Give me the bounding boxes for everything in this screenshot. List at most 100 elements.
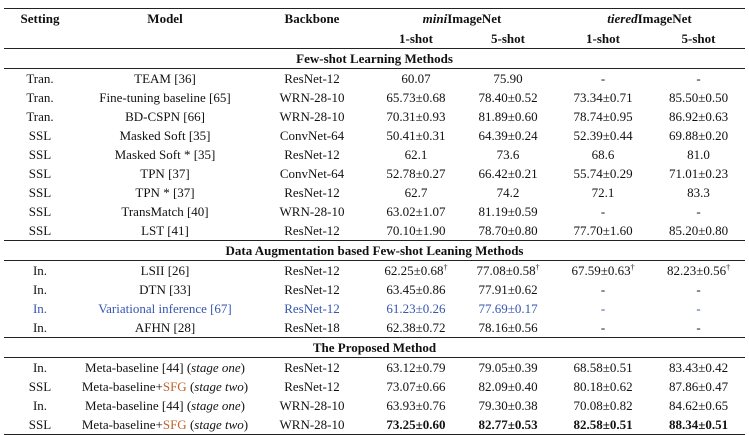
mini-1shot-cell: 70.10±1.90 — [370, 221, 462, 241]
model-text: AFHN [28] — [134, 319, 196, 335]
model-text: stage one — [191, 359, 241, 375]
section-title: The Proposed Method — [4, 337, 746, 358]
accuracy-value: - — [600, 70, 606, 86]
setting-cell: In. — [32, 397, 48, 413]
results-table: Setting Model Backbone miniImageNet tier… — [4, 8, 746, 435]
tiered-1shot-cell: 73.34±0.71 — [554, 88, 652, 107]
model-text: Masked Soft [35] — [119, 127, 211, 143]
tiered-5shot-cell: 85.20±0.80 — [652, 221, 745, 241]
setting-cell: SSL — [28, 146, 52, 162]
sfg-label: SFG — [162, 416, 187, 432]
tiered-5shot-cell: - — [652, 299, 745, 318]
model-cell: Meta-baseline [44] (stage one) — [76, 396, 254, 415]
tiered-1shot-cell: - — [554, 280, 652, 299]
accuracy-value: 73.34±0.71 — [573, 89, 633, 105]
mini-1shot-cell: 50.41±0.31 — [370, 126, 462, 145]
mini-1shot-cell: 63.02±1.07 — [370, 202, 462, 221]
accuracy-value: 63.12±0.79 — [386, 359, 446, 375]
accuracy-value: 67.59±0.63 — [571, 262, 631, 278]
table-row: In. LSII [26] ResNet-12 62.25±0.68† 77.08±0.… — [4, 260, 746, 280]
mini-1shot-cell: 52.78±0.27 — [370, 164, 462, 183]
tiered-5shot-cell: 83.43±0.42 — [652, 357, 746, 377]
accuracy-value: 81.89±0.60 — [478, 108, 538, 124]
model-cell: Fine-tuning baseline [65] — [76, 88, 254, 107]
accuracy-value: 78.40±0.52 — [478, 89, 538, 105]
tiered-1shot-cell: 78.74±0.95 — [554, 107, 652, 126]
header-setting: Setting — [4, 8, 76, 29]
setting-cell: In. — [32, 281, 48, 297]
tiered-1shot-cell: 67.59±0.63† — [554, 260, 653, 280]
accuracy-value: 73.07±0.66 — [386, 378, 446, 394]
accuracy-value: 70.10±1.90 — [386, 222, 446, 238]
accuracy-value: 77.70±1.60 — [573, 222, 633, 238]
dagger-mark: † — [630, 262, 635, 272]
tiered-5shot-cell: 69.88±0.20 — [652, 126, 745, 145]
accuracy-value: 60.07 — [401, 70, 431, 86]
accuracy-value: 63.93±0.76 — [386, 397, 446, 413]
accuracy-value: 65.73±0.68 — [386, 89, 446, 105]
header-backbone: Backbone — [254, 8, 370, 29]
accuracy-value: 81.19±0.59 — [478, 203, 538, 219]
accuracy-value: 62.7 — [404, 184, 428, 200]
setting-cell: SSL — [28, 127, 52, 143]
backbone-cell: ResNet-12 — [284, 222, 340, 238]
table-row: SSL Masked Soft [35] ConvNet-64 50.41±0.31 6… — [4, 126, 745, 145]
model-text: stage two — [194, 378, 244, 394]
model-text: DTN [33] — [139, 281, 191, 297]
dagger-mark: † — [443, 262, 448, 272]
tiered-1shot-cell: 72.1 — [554, 183, 652, 202]
tiered-suffix: ImageNet — [637, 11, 692, 26]
mini-1shot-cell: 63.12±0.79 — [370, 357, 462, 377]
accuracy-value: 81.0 — [687, 146, 710, 162]
accuracy-value: 79.30±0.38 — [478, 397, 538, 413]
backbone-cell: WRN-28-10 — [279, 89, 345, 105]
tiered-5shot-cell: 83.3 — [652, 183, 745, 202]
tiered-1shot-cell: - — [554, 202, 652, 221]
dagger-mark: † — [535, 262, 540, 272]
backbone-cell: ResNet-12 — [284, 378, 340, 394]
tiered-5shot-cell: 86.92±0.63 — [652, 107, 745, 126]
header-tiered-5shot: 5-shot — [681, 30, 716, 46]
tiered-1shot-cell: - — [554, 299, 652, 318]
mini-5shot-cell: 78.16±0.56 — [462, 318, 554, 338]
tiered-1shot-cell: - — [554, 318, 652, 338]
accuracy-value: 77.91±0.62 — [478, 281, 538, 297]
accuracy-value: - — [696, 281, 701, 297]
table-row: In. Variational inference [67] ResNet-12 61… — [4, 299, 745, 318]
accuracy-value: 71.01±0.23 — [668, 165, 729, 181]
model-text: ) — [240, 397, 245, 413]
accuracy-value: 77.08±0.58 — [476, 262, 536, 278]
header-model: Model — [76, 8, 254, 29]
accuracy-value: 68.6 — [591, 146, 615, 162]
table-row: SSL Meta-baseline+SFG (stage two) WRN-28-1… — [4, 415, 746, 435]
tiered-5shot-cell: 71.01±0.23 — [652, 164, 745, 183]
accuracy-value: 70.08±0.82 — [573, 397, 633, 413]
model-text: ) — [240, 359, 245, 375]
accuracy-value: 82.58±0.51 — [573, 416, 633, 432]
mini-5shot-cell: 78.40±0.52 — [462, 88, 554, 107]
setting-cell: In. — [4, 357, 76, 377]
mini-5shot-cell: 79.30±0.38 — [462, 396, 554, 415]
model-cell: AFHN [28] — [76, 318, 254, 338]
table-row: SSL TPN [37] ConvNet-64 52.78±0.27 66.42±0.2… — [4, 164, 745, 183]
mini-1shot-cell: 62.1 — [370, 145, 462, 164]
tiered-1shot-cell: 68.58±0.51 — [554, 357, 653, 377]
accuracy-value: 88.34±0.51 — [668, 416, 729, 432]
accuracy-value: 75.90 — [493, 70, 523, 86]
model-cell: DTN [33] — [76, 280, 254, 299]
setting-cell: In. — [32, 300, 48, 316]
header-mini-5shot: 5-shot — [491, 30, 525, 46]
model-text: TransMatch [40] — [121, 203, 209, 219]
backbone-cell: ResNet-18 — [284, 319, 340, 335]
table-row: In. Meta-baseline [44] (stage one) ResNet-… — [4, 357, 746, 377]
mini-1shot-cell: 65.73±0.68 — [370, 88, 462, 107]
setting-cell: In. — [32, 319, 48, 335]
accuracy-value: 74.2 — [496, 184, 520, 200]
backbone-cell: WRN-28-10 — [279, 108, 345, 124]
model-text: ( — [186, 378, 195, 394]
backbone-cell: ResNet-12 — [254, 260, 370, 280]
tiered-1shot-cell: - — [554, 68, 653, 88]
setting-cell: SSL — [28, 222, 52, 238]
accuracy-value: 52.39±0.44 — [573, 127, 633, 143]
mini-prefix: mini — [422, 11, 448, 26]
